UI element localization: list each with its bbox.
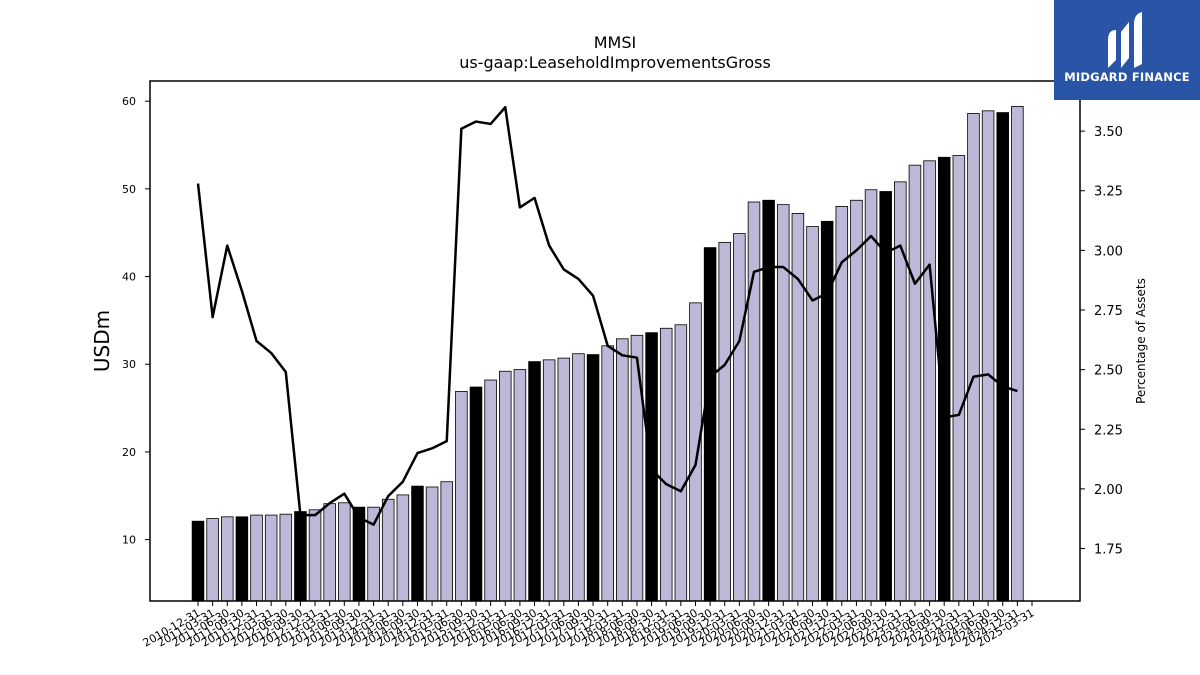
bar (411, 485, 424, 602)
bar (206, 518, 219, 602)
pct-assets-line (196, 105, 1018, 526)
bar-series (191, 106, 1024, 602)
y-tick-label: 40 (122, 271, 136, 284)
y-tick-label: 10 (122, 534, 136, 547)
bar (484, 379, 497, 602)
chart-subtitle: us-gaap:LeaseholdImprovementsGross (459, 53, 771, 72)
y-tick-label: 50 (122, 183, 136, 196)
bar (264, 514, 278, 602)
bar (791, 213, 805, 602)
bar (440, 481, 453, 602)
logo-mark-icon (1108, 12, 1142, 68)
bar (806, 226, 819, 602)
bar (469, 386, 483, 602)
y-tick-label: 60 (122, 95, 136, 108)
y2-tick-label: 2.00 (1094, 483, 1123, 498)
bar (703, 247, 717, 602)
bar (820, 220, 834, 602)
bar (850, 199, 863, 602)
y-tick-label: 30 (122, 358, 136, 371)
y2-tick-label: 3.25 (1094, 185, 1123, 200)
bar (191, 520, 205, 602)
y2-axis-label: Percentage of Assets (1134, 278, 1148, 404)
bar (864, 189, 878, 602)
bar (601, 345, 614, 602)
bar (323, 503, 336, 602)
bar (542, 359, 556, 602)
bar (528, 361, 541, 602)
bar (557, 357, 571, 602)
y-axis-label: USDm (90, 310, 114, 372)
bar (967, 113, 980, 602)
bar (1011, 106, 1024, 602)
left-axis: 10 20 30 40 50 60 (122, 95, 150, 547)
brand-logo: MIDGARD FINANCE (1054, 0, 1200, 100)
y-tick-label: 20 (122, 446, 136, 459)
bar (396, 494, 410, 602)
bar (718, 241, 731, 602)
y2-tick-label: 2.50 (1094, 364, 1123, 379)
y2-tick-label: 2.75 (1094, 304, 1123, 319)
bar (294, 511, 307, 602)
bar (586, 354, 600, 602)
bar (499, 370, 512, 602)
right-axis: 1.75 2.00 2.25 2.50 2.75 3.00 3.25 3.50 (1080, 125, 1123, 558)
bar (338, 502, 351, 602)
chart-title: MMSI (594, 33, 636, 52)
bar (367, 506, 380, 602)
bar (733, 233, 746, 602)
bar (425, 486, 439, 602)
bar (630, 334, 644, 602)
bar (981, 110, 995, 602)
y2-tick-label: 3.00 (1094, 244, 1123, 259)
bar (674, 324, 688, 602)
y2-tick-label: 1.75 (1094, 543, 1123, 558)
bar (689, 302, 702, 602)
bar (221, 516, 234, 602)
bar (908, 164, 922, 602)
bar (235, 516, 249, 602)
bar (762, 199, 775, 602)
bar (777, 204, 790, 602)
plot-frame (149, 80, 1081, 602)
bar (513, 369, 527, 602)
bar (279, 513, 293, 602)
bar (659, 327, 673, 602)
y2-tick-label: 2.25 (1094, 423, 1123, 438)
bar (952, 155, 966, 602)
x-axis: 2010-12-312011-03-312011-06-302011-09-30… (141, 601, 1037, 650)
bar (250, 514, 263, 602)
logo-text: MIDGARD FINANCE (1064, 70, 1190, 84)
bar (616, 338, 629, 602)
line-series (196, 105, 1018, 526)
bar (747, 201, 761, 602)
bar (381, 498, 395, 602)
bar (572, 353, 585, 602)
bar (923, 160, 936, 602)
bar (455, 391, 468, 602)
bar (835, 205, 849, 602)
y2-tick-label: 3.50 (1094, 125, 1123, 140)
bar (996, 112, 1009, 602)
bar (352, 506, 366, 602)
bar (308, 509, 322, 602)
